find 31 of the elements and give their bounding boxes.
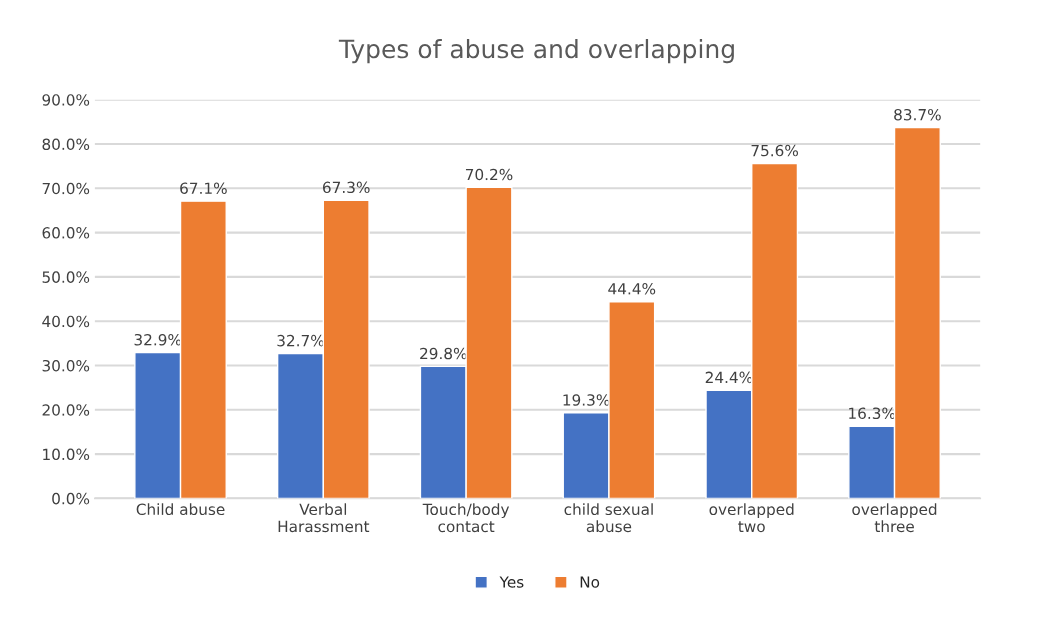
data-label: 67.3% xyxy=(322,181,370,194)
data-label: 16.3% xyxy=(849,407,896,420)
y-tick-label: 60.0% xyxy=(42,227,90,239)
y-tick-label: 90.0% xyxy=(42,94,90,106)
data-label: 67.1% xyxy=(180,182,227,195)
y-tick-label: 30.0% xyxy=(42,359,90,372)
legend-label: No xyxy=(580,576,600,588)
y-tick-label: 10.0% xyxy=(43,448,90,461)
y-tick-label: 40.0% xyxy=(42,315,90,328)
data-label: 29.8% xyxy=(420,347,467,360)
chart-title: Types of abuse and overlapping xyxy=(338,39,734,64)
y-tick-label: 0.0% xyxy=(52,492,90,505)
data-label: 75.6% xyxy=(751,144,799,157)
data-label: 32.7% xyxy=(277,334,324,347)
x-tick-label: Verbal Harassment xyxy=(278,503,370,533)
data-label: 44.4% xyxy=(608,283,656,295)
data-label: 19.3% xyxy=(563,394,610,406)
legend-label: Yes xyxy=(499,576,524,588)
x-tick-label: child sexual abuse xyxy=(564,503,653,533)
x-tick-label: Child abuse xyxy=(136,503,225,516)
data-label: 70.2% xyxy=(465,168,513,181)
x-tick-label: overlapped three xyxy=(852,503,937,533)
x-tick-label: Touch/body contact xyxy=(422,503,510,533)
y-tick-label: 80.0% xyxy=(42,138,90,150)
x-tick-label: overlapped two xyxy=(709,503,794,533)
data-label: 83.7% xyxy=(894,108,941,121)
y-tick-label: 50.0% xyxy=(42,271,90,283)
y-tick-label: 20.0% xyxy=(42,404,90,416)
data-label: 24.4% xyxy=(705,371,753,384)
data-label: 32.9% xyxy=(134,333,182,346)
y-tick-label: 70.0% xyxy=(42,182,90,195)
